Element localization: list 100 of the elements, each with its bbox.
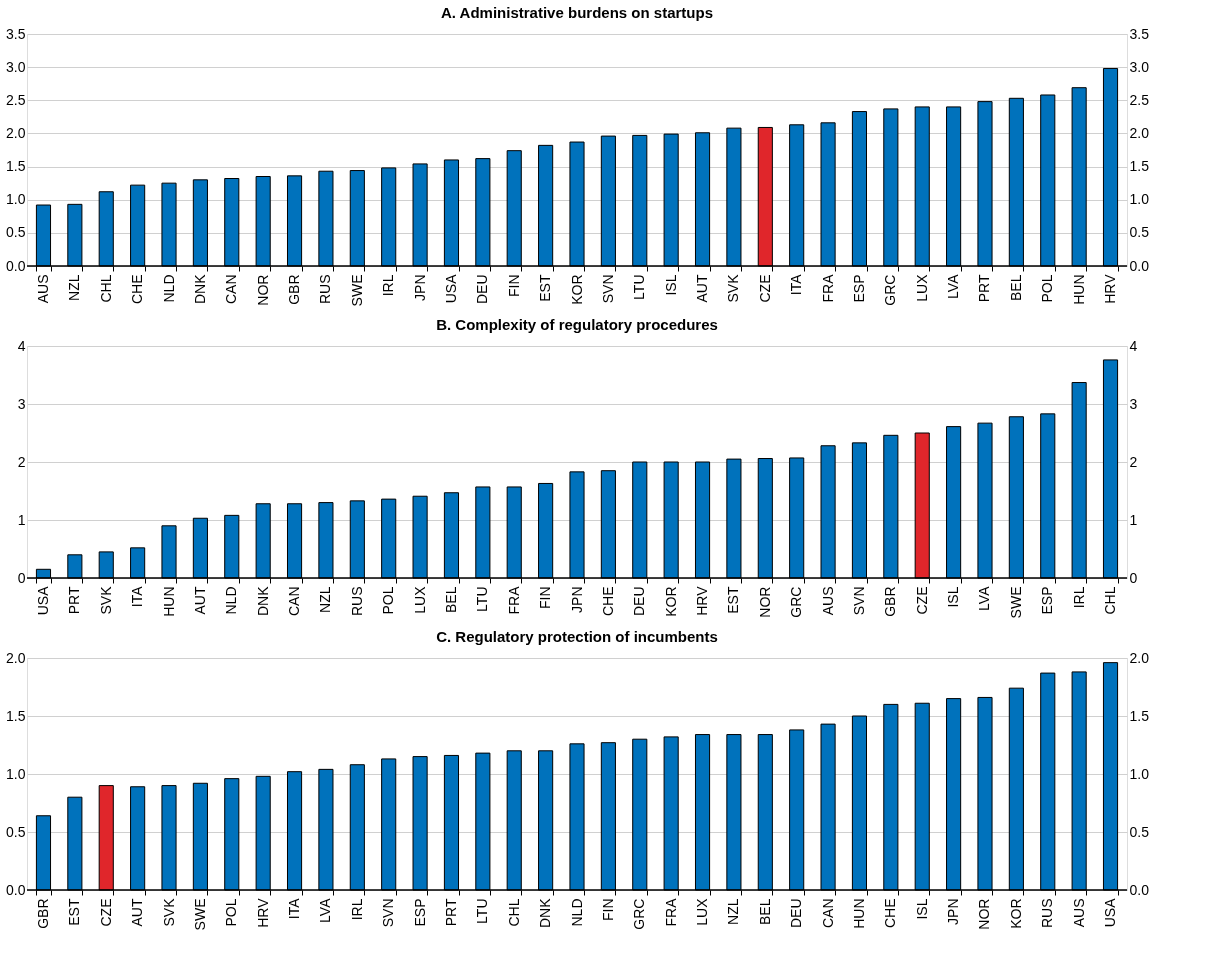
y-tick-label: 1 (17, 511, 26, 528)
y2-tick-label: 3.5 (1129, 25, 1150, 42)
x-tick-label: RUS (348, 586, 365, 617)
y-tick-label: 3 (17, 395, 26, 412)
x-tick-label: LVA (976, 585, 993, 611)
x-tick-label: AUT (694, 274, 711, 303)
x-tick-label: HRV (1102, 273, 1119, 304)
x-tick-label: NZL (66, 274, 83, 301)
chart-title: A. Administrative burdens on startups (441, 4, 713, 21)
y2-tick-label: 4 (1129, 337, 1138, 354)
x-tick-label: NOR (976, 898, 993, 930)
x-tick-label: IRL (1070, 586, 1087, 609)
x-tick-label: SWE (348, 274, 365, 307)
x-tick-label: LVA (317, 897, 334, 923)
y-tick-label: 3.5 (6, 25, 26, 42)
x-tick-label: DNK (537, 897, 554, 929)
x-tick-label: CHE (882, 898, 899, 929)
x-tick-label: ITA (129, 585, 146, 608)
y2-tick-label: 0 (1129, 569, 1138, 586)
x-tick-label: LUX (411, 585, 428, 614)
x-tick-label: PRT (66, 586, 83, 615)
x-tick-label: NLD (160, 274, 177, 303)
y-tick-label: 2.0 (6, 124, 26, 141)
x-tick-label: HUN (160, 586, 177, 617)
x-tick-label: EST (537, 274, 554, 302)
x-tick-label: FRA (505, 585, 522, 615)
x-tick-label: SVK (97, 585, 114, 615)
y2-tick-label: 1 (1129, 511, 1138, 528)
x-tick-label: JPN (945, 898, 962, 925)
x-tick-label: NLD (568, 898, 585, 927)
x-tick-label: NOR (756, 586, 773, 618)
x-tick-label: DEU (631, 586, 648, 617)
x-tick-label: BEL (1007, 274, 1024, 301)
y-tick-label: 4 (17, 337, 26, 354)
x-tick-label: POL (380, 586, 397, 615)
x-tick-label: POL (1039, 274, 1056, 303)
x-tick-label: GBR (286, 274, 303, 305)
x-tick-label: LTU (474, 586, 491, 612)
x-tick-label: GRC (788, 586, 805, 618)
x-tick-label: POL (223, 898, 240, 927)
y-tick-label: 0 (17, 569, 26, 586)
y2-tick-label: 2.0 (1129, 124, 1150, 141)
x-tick-label: ITA (788, 273, 805, 296)
x-tick-label: ESP (411, 898, 428, 927)
x-tick-label: AUS (34, 274, 51, 304)
x-tick-label: SVK (160, 897, 177, 927)
x-tick-label: FRA (662, 897, 679, 927)
x-tick-label: AUS (819, 586, 836, 616)
x-tick-label: LVA (945, 273, 962, 299)
x-tick-label: NZL (725, 898, 742, 925)
x-tick-label: SVN (599, 274, 616, 304)
x-tick-label: IRL (348, 898, 365, 921)
y2-tick-label: 3 (1129, 395, 1138, 412)
y2-tick-label: 2.0 (1129, 649, 1150, 666)
x-tick-label: ISL (913, 898, 930, 920)
x-tick-label: CHE (129, 274, 146, 305)
y2-tick-label: 2.5 (1129, 91, 1150, 108)
x-tick-label: JPN (411, 274, 428, 301)
y-tick-label: 0.0 (6, 257, 26, 274)
x-tick-label: LUX (913, 273, 930, 302)
x-tick-label: EST (725, 586, 742, 614)
x-tick-label: ISL (662, 274, 679, 296)
x-tick-label: NZL (317, 586, 334, 613)
x-tick-label: DEU (788, 898, 805, 929)
x-tick-label: ISL (945, 586, 962, 608)
x-tick-label: CZE (756, 274, 773, 303)
x-tick-label: CHL (97, 274, 114, 303)
x-tick-label: RUS (1039, 898, 1056, 929)
x-tick-label: JPN (568, 586, 585, 613)
x-tick-label: FRA (819, 273, 836, 303)
x-tick-label: EST (66, 898, 83, 926)
chart-title: C. Regulatory protection of incumbents (436, 628, 718, 645)
x-tick-label: PRT (442, 898, 459, 927)
y2-tick-label: 2 (1129, 453, 1138, 470)
x-tick-label: HUN (1070, 274, 1087, 305)
x-tick-label: HRV (694, 585, 711, 616)
x-tick-label: CZE (97, 898, 114, 927)
x-tick-label: FIN (537, 586, 554, 610)
x-tick-label: SWE (1007, 586, 1024, 619)
x-tick-label: FIN (599, 898, 616, 922)
y-tick-label: 2.0 (6, 649, 26, 666)
x-tick-label: GBR (34, 898, 51, 929)
x-tick-label: IRL (380, 274, 397, 297)
y-tick-label: 1.0 (6, 765, 26, 782)
x-tick-label: CHE (599, 586, 616, 617)
x-tick-label: GRC (631, 898, 648, 930)
x-tick-label: BEL (756, 898, 773, 925)
x-tick-label: GRC (882, 274, 899, 306)
x-tick-label: CAN (819, 898, 836, 929)
x-tick-label: DEU (474, 274, 491, 305)
x-tick-label: KOR (1007, 898, 1024, 929)
x-tick-label: DNK (254, 585, 271, 617)
x-tick-label: ESP (1039, 586, 1056, 615)
x-tick-label: KOR (568, 274, 585, 305)
y2-tick-label: 1.5 (1129, 707, 1150, 724)
x-tick-label: LUX (694, 897, 711, 926)
y2-tick-label: 1.5 (1129, 158, 1150, 175)
x-tick-label: SWE (191, 898, 208, 931)
x-tick-label: FIN (505, 274, 522, 298)
y-tick-label: 1.5 (6, 158, 26, 175)
